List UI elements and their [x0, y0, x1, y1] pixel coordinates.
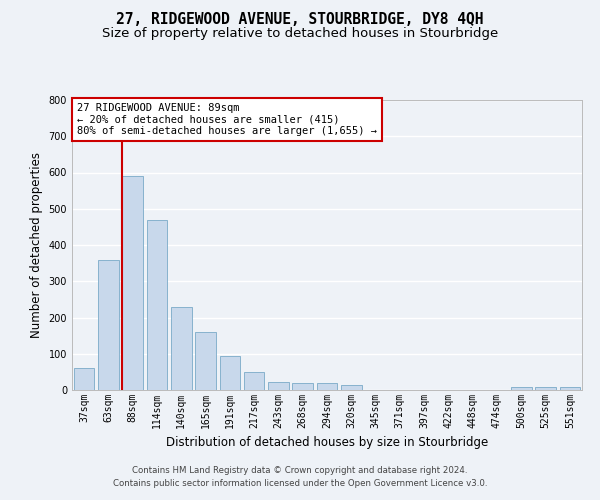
Bar: [511, 387, 532, 390]
Bar: [146, 220, 167, 390]
Bar: [171, 306, 191, 390]
Text: 27 RIDGEWOOD AVENUE: 89sqm
← 20% of detached houses are smaller (415)
80% of sem: 27 RIDGEWOOD AVENUE: 89sqm ← 20% of deta…: [77, 103, 377, 136]
Bar: [244, 372, 265, 390]
Bar: [317, 383, 337, 390]
Bar: [74, 368, 94, 390]
Bar: [560, 387, 580, 390]
Bar: [195, 332, 216, 390]
Text: 27, RIDGEWOOD AVENUE, STOURBRIDGE, DY8 4QH: 27, RIDGEWOOD AVENUE, STOURBRIDGE, DY8 4…: [116, 12, 484, 28]
Bar: [292, 383, 313, 390]
Bar: [341, 384, 362, 390]
Y-axis label: Number of detached properties: Number of detached properties: [30, 152, 43, 338]
Text: Contains HM Land Registry data © Crown copyright and database right 2024.
Contai: Contains HM Land Registry data © Crown c…: [113, 466, 487, 487]
Bar: [268, 382, 289, 390]
Text: Size of property relative to detached houses in Stourbridge: Size of property relative to detached ho…: [102, 28, 498, 40]
X-axis label: Distribution of detached houses by size in Stourbridge: Distribution of detached houses by size …: [166, 436, 488, 450]
Bar: [122, 176, 143, 390]
Bar: [98, 260, 119, 390]
Bar: [220, 356, 240, 390]
Bar: [535, 387, 556, 390]
